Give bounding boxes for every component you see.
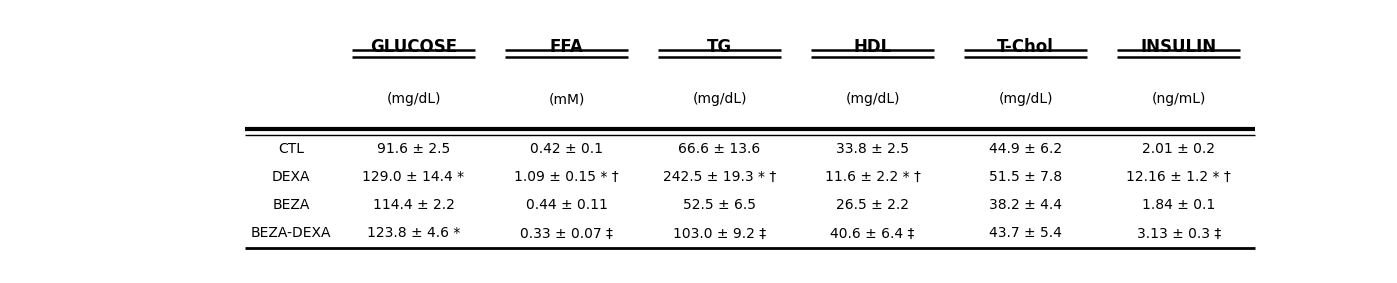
Text: 242.5 ± 19.3 * †: 242.5 ± 19.3 * † xyxy=(664,170,777,184)
Text: T-Chol: T-Chol xyxy=(997,38,1055,56)
Text: 38.2 ± 4.4: 38.2 ± 4.4 xyxy=(989,198,1062,213)
Text: 26.5 ± 2.2: 26.5 ± 2.2 xyxy=(835,198,909,213)
Text: 3.13 ± 0.3 ‡: 3.13 ± 0.3 ‡ xyxy=(1137,226,1221,241)
Text: 0.42 ± 0.1: 0.42 ± 0.1 xyxy=(529,142,604,156)
Text: FFA: FFA xyxy=(549,38,584,56)
Text: 12.16 ± 1.2 * †: 12.16 ± 1.2 * † xyxy=(1126,170,1231,184)
Text: 0.33 ± 0.07 ‡: 0.33 ± 0.07 ‡ xyxy=(520,226,613,241)
Text: (mg/dL): (mg/dL) xyxy=(845,92,900,106)
Text: BEZA: BEZA xyxy=(272,198,310,213)
Text: 66.6 ± 13.6: 66.6 ± 13.6 xyxy=(679,142,761,156)
Text: TG: TG xyxy=(707,38,732,56)
Text: 2.01 ± 0.2: 2.01 ± 0.2 xyxy=(1143,142,1215,156)
Text: (ng/mL): (ng/mL) xyxy=(1151,92,1206,106)
Text: CTL: CTL xyxy=(278,142,305,156)
Text: INSULIN: INSULIN xyxy=(1140,38,1217,56)
Text: 103.0 ± 9.2 ‡: 103.0 ± 9.2 ‡ xyxy=(673,226,766,241)
Text: HDL: HDL xyxy=(854,38,891,56)
Text: 40.6 ± 6.4 ‡: 40.6 ± 6.4 ‡ xyxy=(830,226,915,241)
Text: 0.44 ± 0.11: 0.44 ± 0.11 xyxy=(525,198,608,213)
Text: 44.9 ± 6.2: 44.9 ± 6.2 xyxy=(989,142,1062,156)
Text: BEZA-DEXA: BEZA-DEXA xyxy=(251,226,331,241)
Text: 114.4 ± 2.2: 114.4 ± 2.2 xyxy=(373,198,454,213)
Text: 91.6 ± 2.5: 91.6 ± 2.5 xyxy=(377,142,450,156)
Text: 1.84 ± 0.1: 1.84 ± 0.1 xyxy=(1141,198,1215,213)
Text: 33.8 ± 2.5: 33.8 ± 2.5 xyxy=(835,142,909,156)
Text: 11.6 ± 2.2 * †: 11.6 ± 2.2 * † xyxy=(824,170,921,184)
Text: 1.09 ± 0.15 * †: 1.09 ± 0.15 * † xyxy=(514,170,619,184)
Text: 129.0 ± 14.4 *: 129.0 ± 14.4 * xyxy=(362,170,465,184)
Text: GLUCOSE: GLUCOSE xyxy=(370,38,457,56)
Text: (mg/dL): (mg/dL) xyxy=(693,92,747,106)
Text: (mM): (mM) xyxy=(549,92,585,106)
Text: 52.5 ± 6.5: 52.5 ± 6.5 xyxy=(683,198,756,213)
Text: 123.8 ± 4.6 *: 123.8 ± 4.6 * xyxy=(367,226,460,241)
Text: (mg/dL): (mg/dL) xyxy=(387,92,441,106)
Text: (mg/dL): (mg/dL) xyxy=(999,92,1053,106)
Text: 43.7 ± 5.4: 43.7 ± 5.4 xyxy=(989,226,1062,241)
Text: 51.5 ± 7.8: 51.5 ± 7.8 xyxy=(989,170,1062,184)
Text: DEXA: DEXA xyxy=(272,170,310,184)
